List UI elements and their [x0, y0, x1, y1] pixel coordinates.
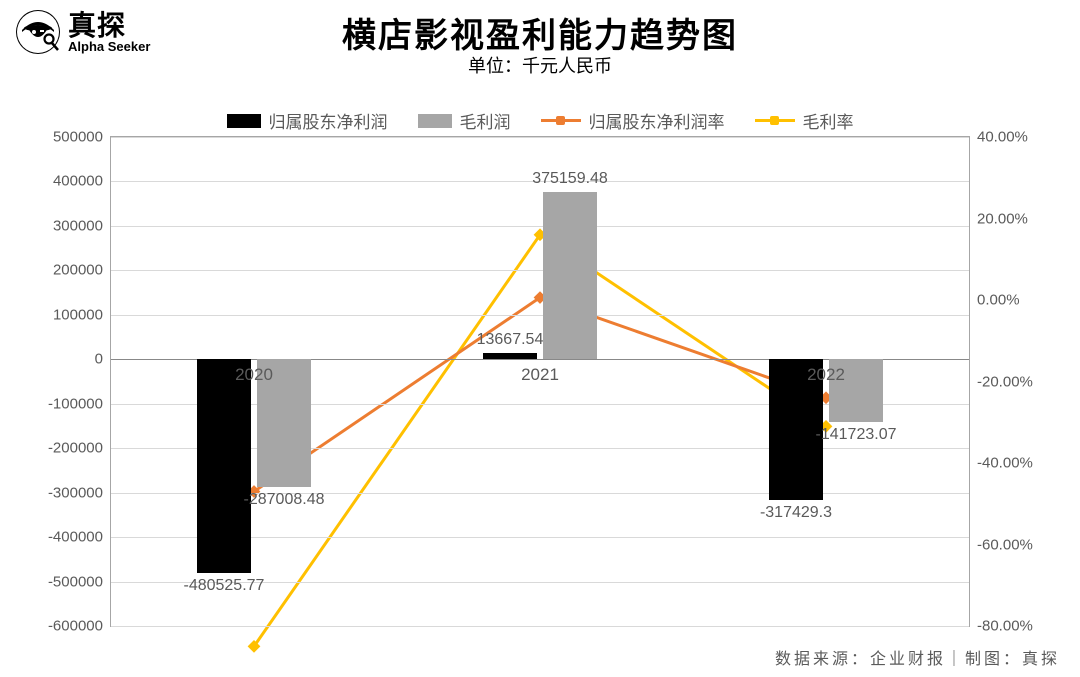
y2-tick: -60.00%	[977, 536, 1033, 553]
y1-tick: 400000	[53, 173, 103, 190]
swatch-line2-icon	[755, 119, 795, 122]
bar-label: 13667.54	[477, 331, 544, 349]
bar-label: -141723.07	[816, 426, 897, 444]
y2-tick: 40.00%	[977, 129, 1028, 146]
legend-bar2: 毛利润	[418, 108, 511, 133]
chart-plot: 5000004000003000002000001000000-100000-2…	[110, 136, 970, 627]
category-label: 2022	[807, 365, 845, 385]
gridline	[111, 137, 969, 138]
legend-bar1: 归属股东净利润	[227, 108, 388, 133]
bar-net-profit	[197, 359, 251, 573]
bar-label: -287008.48	[244, 491, 325, 509]
legend-line2-label: 毛利率	[803, 108, 854, 133]
line-gross-margin-marker	[248, 640, 261, 653]
bar-label: 375159.48	[532, 170, 608, 188]
y1-tick: -600000	[48, 618, 103, 635]
bar-net-profit	[483, 353, 537, 359]
y2-tick: -80.00%	[977, 618, 1033, 635]
y2-tick: -40.00%	[977, 455, 1033, 472]
legend-bar2-label: 毛利润	[460, 108, 511, 133]
y1-tick: 0	[95, 351, 103, 368]
bar-label: -317429.3	[760, 504, 832, 522]
y1-tick: 500000	[53, 129, 103, 146]
legend-line2: 毛利率	[755, 108, 854, 133]
chart-title: 横店影视盈利能力趋势图	[0, 8, 1080, 57]
line-net-margin	[254, 298, 826, 492]
y2-tick: -20.00%	[977, 373, 1033, 390]
legend-bar1-label: 归属股东净利润	[269, 108, 388, 133]
chart-subtitle: 单位：千元人民币	[0, 52, 1080, 78]
y1-tick: -400000	[48, 529, 103, 546]
y1-tick: -100000	[48, 395, 103, 412]
bar-label: -480525.77	[183, 577, 264, 595]
legend-line1-label: 归属股东净利润率	[589, 108, 725, 133]
y2-tick: 20.00%	[977, 210, 1028, 227]
y1-tick: 300000	[53, 217, 103, 234]
category-label: 2020	[235, 365, 273, 385]
gridline	[111, 226, 969, 227]
y1-tick: 100000	[53, 306, 103, 323]
y1-tick: -200000	[48, 440, 103, 457]
y1-tick: -500000	[48, 573, 103, 590]
legend: 归属股东净利润 毛利润 归属股东净利润率 毛利率	[0, 108, 1080, 133]
y2-tick: 0.00%	[977, 292, 1020, 309]
source-text: 数据来源：企业财报｜制图：真探	[775, 645, 1060, 669]
gridline	[111, 270, 969, 271]
legend-line1: 归属股东净利润率	[541, 108, 725, 133]
bar-gross-profit	[543, 192, 597, 359]
category-label: 2021	[521, 365, 559, 385]
gridline	[111, 315, 969, 316]
line-gross-margin	[254, 235, 826, 647]
gridline	[111, 626, 969, 627]
swatch-bar1-icon	[227, 114, 261, 128]
y1-tick: -300000	[48, 484, 103, 501]
swatch-line1-icon	[541, 119, 581, 122]
swatch-bar2-icon	[418, 114, 452, 128]
y1-tick: 200000	[53, 262, 103, 279]
